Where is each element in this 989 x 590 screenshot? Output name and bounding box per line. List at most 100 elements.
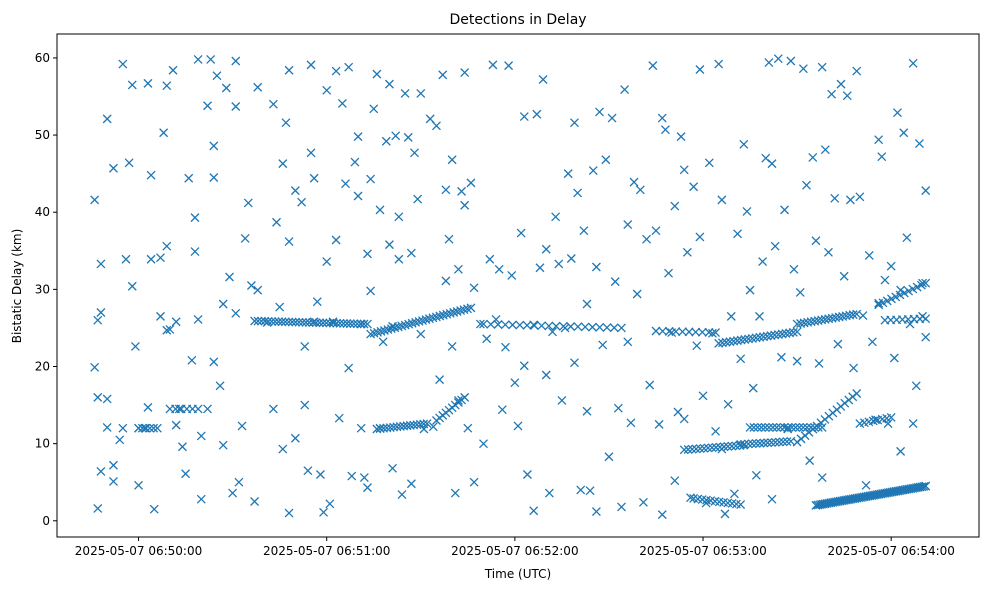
data-point-marker xyxy=(428,422,438,432)
data-point-marker xyxy=(657,113,667,123)
data-point-marker xyxy=(516,228,526,238)
data-point-marker xyxy=(508,320,518,330)
data-point-marker xyxy=(792,327,802,337)
data-point-marker xyxy=(830,193,840,203)
data-point-marker xyxy=(184,173,194,183)
data-point-marker xyxy=(522,320,532,330)
data-point-marker xyxy=(849,363,859,373)
data-point-marker xyxy=(691,327,701,337)
data-point-marker xyxy=(714,59,724,69)
data-point-marker xyxy=(145,423,155,433)
data-point-marker xyxy=(284,508,294,518)
data-point-marker xyxy=(733,229,742,239)
data-point-marker xyxy=(146,170,156,180)
data-point-marker xyxy=(558,321,568,331)
data-point-marker xyxy=(231,102,241,111)
data-point-marker xyxy=(529,321,539,330)
data-point-marker xyxy=(322,257,332,267)
data-point-marker xyxy=(755,438,765,448)
data-point-marker xyxy=(893,108,902,118)
data-point-marker xyxy=(306,148,316,158)
data-point-marker xyxy=(441,185,451,195)
data-point-marker xyxy=(268,99,278,109)
data-point-marker xyxy=(452,307,462,316)
data-point-marker xyxy=(703,443,713,453)
data-point-marker xyxy=(359,319,369,329)
data-point-marker xyxy=(268,404,278,414)
data-point-marker xyxy=(695,444,705,454)
data-point-marker xyxy=(751,439,761,448)
data-point-marker xyxy=(384,79,394,89)
data-point-marker xyxy=(795,287,805,297)
data-point-marker xyxy=(108,163,118,173)
y-tick-label: 40 xyxy=(35,205,50,219)
data-point-marker xyxy=(311,318,321,328)
data-point-marker xyxy=(190,247,200,257)
data-point-marker xyxy=(845,310,855,320)
data-point-marker xyxy=(759,438,769,448)
data-point-marker xyxy=(544,321,554,331)
data-point-marker xyxy=(301,317,311,327)
data-point-marker xyxy=(303,466,313,476)
data-point-marker xyxy=(456,306,466,316)
data-point-marker xyxy=(551,321,561,331)
data-point-marker xyxy=(911,381,921,391)
data-point-marker xyxy=(532,109,542,119)
data-point-marker xyxy=(770,437,780,447)
data-point-marker xyxy=(736,354,746,364)
data-point-marker xyxy=(231,56,241,66)
data-point-marker xyxy=(457,186,467,196)
data-point-marker xyxy=(206,54,216,64)
y-tick-label: 20 xyxy=(35,360,50,374)
data-point-marker xyxy=(115,435,125,445)
data-point-marker xyxy=(270,317,280,327)
data-point-marker xyxy=(684,327,694,337)
data-point-marker xyxy=(736,335,746,345)
data-point-marker xyxy=(403,132,413,142)
data-point-marker xyxy=(256,316,266,326)
data-point-marker xyxy=(342,319,352,328)
data-point-marker xyxy=(328,318,338,328)
data-point-marker xyxy=(321,318,331,328)
data-point-marker xyxy=(475,319,485,329)
data-point-marker xyxy=(331,235,341,245)
data-point-marker xyxy=(720,509,730,519)
data-point-marker xyxy=(654,419,664,429)
data-point-marker xyxy=(421,315,431,325)
data-point-marker xyxy=(852,309,862,319)
data-point-marker xyxy=(695,232,705,242)
data-point-marker xyxy=(691,444,701,454)
data-point-marker xyxy=(729,336,739,346)
data-point-marker xyxy=(93,503,103,513)
data-point-marker xyxy=(308,318,318,328)
data-point-marker xyxy=(102,394,112,404)
data-point-marker xyxy=(798,64,808,74)
data-point-marker xyxy=(218,440,228,450)
data-point-marker xyxy=(108,476,118,486)
data-point-marker xyxy=(181,469,191,479)
data-point-marker xyxy=(588,166,598,176)
data-point-marker xyxy=(651,226,661,236)
data-point-marker xyxy=(548,327,557,337)
data-point-marker xyxy=(469,477,479,487)
data-point-marker xyxy=(745,285,755,295)
data-point-marker xyxy=(770,330,780,340)
data-point-marker xyxy=(96,259,106,269)
data-point-marker xyxy=(463,304,472,314)
data-point-marker xyxy=(253,82,263,92)
data-point-marker xyxy=(740,335,750,344)
data-point-marker xyxy=(626,418,636,428)
data-point-marker xyxy=(767,159,777,169)
data-point-marker xyxy=(729,489,739,499)
data-point-marker xyxy=(435,311,445,321)
data-point-marker xyxy=(841,311,851,321)
data-point-marker xyxy=(773,54,783,64)
data-point-marker xyxy=(335,318,345,328)
data-point-marker xyxy=(203,101,212,111)
data-point-marker xyxy=(908,419,918,429)
data-point-marker xyxy=(284,317,294,327)
data-point-marker xyxy=(416,88,426,98)
data-point-marker xyxy=(350,157,360,167)
data-point-marker xyxy=(388,463,398,473)
data-point-marker xyxy=(839,271,849,281)
